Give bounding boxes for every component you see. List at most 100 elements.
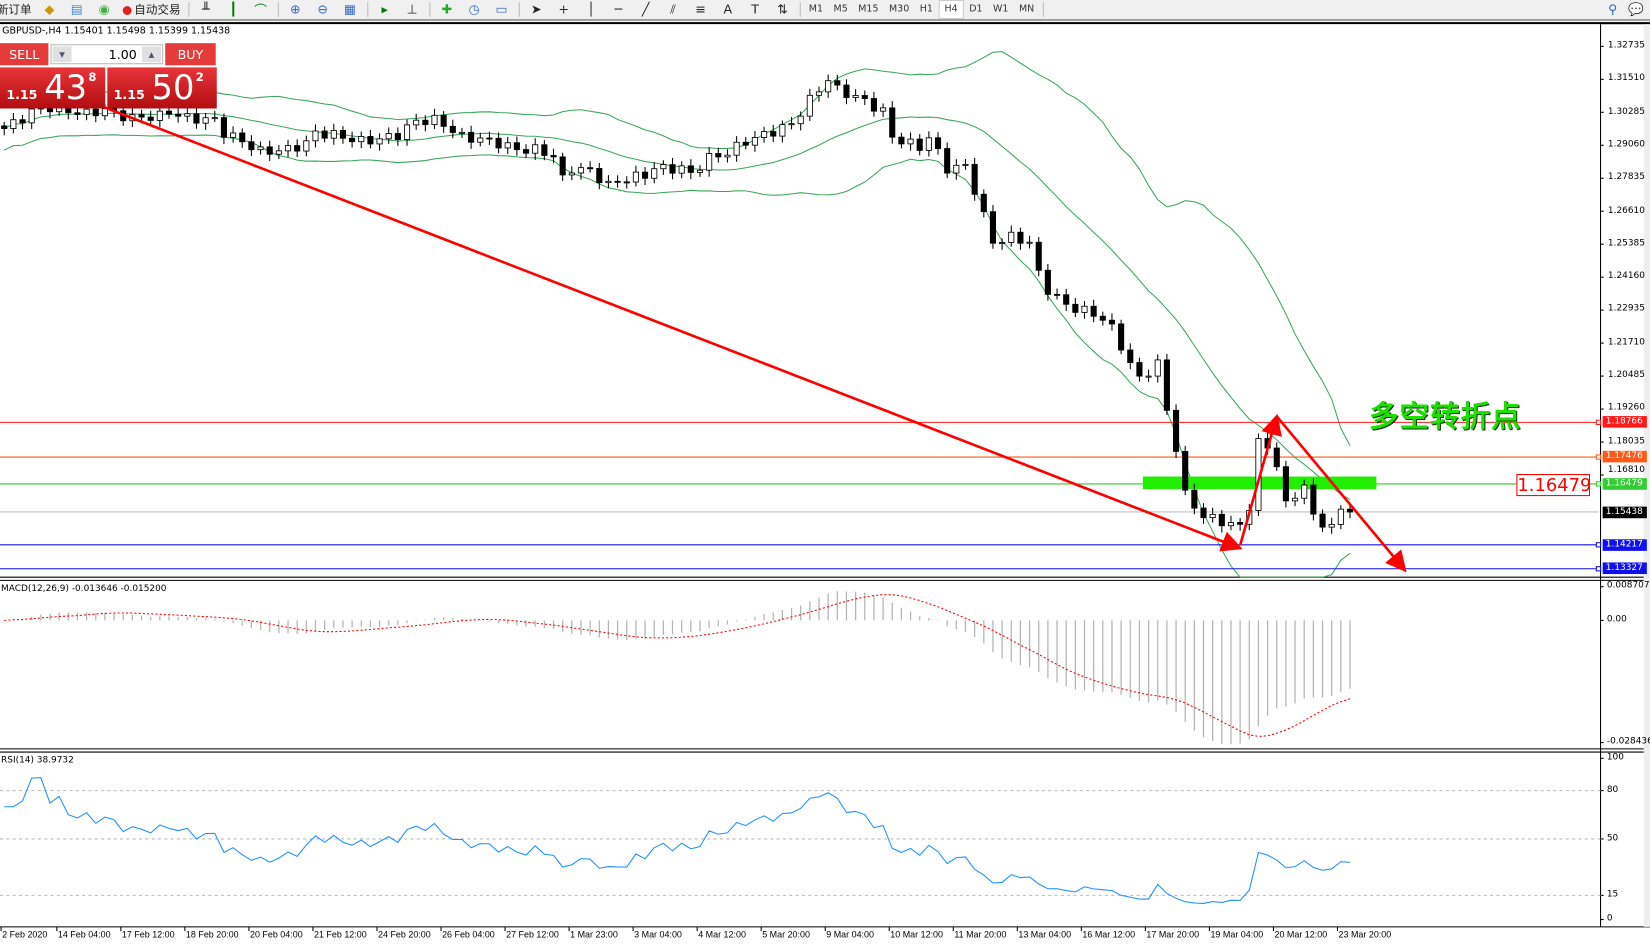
new-order-button[interactable]: 新订单 bbox=[0, 3, 32, 17]
candle-body bbox=[1127, 349, 1134, 363]
lot-value[interactable]: 1.00 bbox=[108, 47, 137, 63]
timeframe-mn[interactable]: MN bbox=[1018, 4, 1035, 15]
candle-body bbox=[788, 123, 795, 126]
candle-body bbox=[541, 144, 548, 156]
fibonacci-icon[interactable]: ≡ bbox=[695, 2, 706, 17]
timeframe-h1[interactable]: H1 bbox=[919, 4, 933, 15]
zoom-out-icon[interactable]: ⊖ bbox=[317, 2, 328, 17]
tile-windows-icon[interactable]: ▦ bbox=[344, 2, 356, 17]
sell-button[interactable]: SELL bbox=[0, 43, 49, 66]
timeframe-m5[interactable]: M5 bbox=[833, 4, 848, 15]
candle-body bbox=[339, 129, 346, 139]
line-chart-icon[interactable]: ⌒ bbox=[254, 2, 267, 18]
bar-chart-icon[interactable]: ╨ bbox=[202, 2, 210, 17]
price-tag: 1.17476 bbox=[1602, 451, 1647, 463]
periods-icon[interactable]: ◷ bbox=[468, 2, 480, 17]
candle-body bbox=[165, 110, 173, 115]
candle-body bbox=[230, 132, 237, 138]
search-icon[interactable]: ⚲ bbox=[1608, 2, 1618, 17]
candle-body bbox=[861, 95, 868, 99]
price-axis-label: 1.21710 bbox=[1607, 336, 1645, 348]
candle-body bbox=[989, 211, 997, 244]
lot-decrease-button[interactable]: ▼ bbox=[52, 46, 72, 63]
time-axis-label: 13 Mar 04:00 bbox=[1018, 929, 1072, 940]
trendline-icon[interactable]: ╱ bbox=[641, 2, 650, 17]
candle-body bbox=[92, 108, 99, 117]
horizontal-line-icon[interactable]: ─ bbox=[614, 2, 623, 17]
turning-point-annotation[interactable]: 多空转折点 bbox=[1369, 399, 1522, 434]
zoom-in-icon[interactable]: ⊕ bbox=[289, 2, 301, 17]
indicators-icon[interactable]: ✚ bbox=[441, 2, 453, 17]
autotrade-button[interactable]: ● 自动交易 bbox=[118, 0, 185, 19]
price-axis-label: 1.24160 bbox=[1607, 270, 1645, 282]
price-tag: 1.16479 bbox=[1602, 478, 1647, 490]
trend-arrow bbox=[1275, 415, 1407, 573]
bollinger-lower bbox=[3, 134, 1351, 578]
equidistant-channel-icon[interactable]: ⫽ bbox=[670, 1, 676, 17]
chart-shift-icon[interactable]: ⊥ bbox=[406, 2, 418, 17]
candle-body bbox=[349, 137, 356, 143]
rsi-line bbox=[4, 777, 1351, 904]
candlestick-icon[interactable]: ┃ bbox=[229, 2, 237, 17]
rsi-axis-label: 100 bbox=[1606, 752, 1624, 763]
text-label-icon[interactable]: T bbox=[751, 2, 760, 17]
sell-price[interactable]: 1.15 43 8 bbox=[0, 67, 106, 109]
signals-icon[interactable]: ◉ bbox=[98, 2, 110, 17]
timeframe-m30[interactable]: M30 bbox=[889, 4, 910, 15]
candle-body bbox=[184, 113, 191, 117]
candle-body bbox=[1044, 269, 1051, 295]
macd-axis-label: 0.008707 bbox=[1606, 580, 1650, 591]
candle-body bbox=[953, 164, 960, 174]
candle-body bbox=[1273, 447, 1280, 468]
candle-body bbox=[1227, 522, 1235, 527]
price-label-object[interactable]: 1.16479 bbox=[1516, 473, 1592, 497]
timeframe-h4[interactable]: H4 bbox=[938, 0, 964, 19]
expert-icon[interactable]: ◆ bbox=[44, 2, 55, 17]
candle-body bbox=[834, 80, 841, 86]
main-chart-area bbox=[0, 24, 1601, 578]
candle-body bbox=[925, 137, 932, 151]
candle-body bbox=[1310, 484, 1317, 515]
templates-icon[interactable]: ▭ bbox=[495, 2, 508, 17]
time-axis-label: 18 Feb 20:00 bbox=[185, 929, 239, 940]
candle-body bbox=[742, 141, 749, 146]
timeframe-m1[interactable]: M1 bbox=[808, 4, 824, 15]
buy-price[interactable]: 1.15 50 2 bbox=[107, 67, 217, 109]
one-click-trading-panel: SELL ▼ 1.00 ▲ BUY 1.15 43 8 1.15 50 2 bbox=[0, 43, 217, 109]
community-icon[interactable]: 💬 bbox=[1627, 2, 1644, 17]
vertical-line-icon[interactable]: │ bbox=[587, 2, 595, 17]
lot-increase-button[interactable]: ▲ bbox=[142, 46, 162, 63]
cursor-icon[interactable]: ➤ bbox=[530, 2, 542, 17]
line-anchor bbox=[1595, 566, 1602, 572]
candle-body bbox=[1063, 294, 1070, 305]
bollinger-upper bbox=[3, 51, 1351, 446]
crosshair-icon[interactable]: + bbox=[558, 2, 569, 17]
candle-body bbox=[239, 132, 246, 143]
price-axis-label: 1.16810 bbox=[1607, 464, 1645, 476]
candle-body bbox=[413, 119, 420, 126]
lot-size-input[interactable]: ▼ 1.00 ▲ bbox=[50, 44, 164, 65]
timeframe-d1[interactable]: D1 bbox=[969, 4, 983, 15]
rsi-axis-label: 15 bbox=[1606, 889, 1619, 900]
candle-body bbox=[898, 136, 905, 145]
arrows-icon[interactable]: ⇅ bbox=[777, 2, 788, 17]
candle-body bbox=[1282, 466, 1289, 502]
candle-body bbox=[1090, 305, 1097, 317]
candle-body bbox=[1301, 484, 1308, 499]
candle-body bbox=[522, 149, 530, 154]
navigator-icon[interactable]: ▤ bbox=[70, 2, 83, 17]
candle-body bbox=[28, 108, 35, 124]
timeframe-w1[interactable]: W1 bbox=[993, 4, 1009, 15]
price-axis-label: 1.20485 bbox=[1607, 369, 1645, 381]
candle-body bbox=[852, 95, 859, 98]
buy-button[interactable]: BUY bbox=[165, 43, 216, 66]
text-icon[interactable]: A bbox=[723, 2, 733, 17]
candle-body bbox=[678, 165, 685, 174]
candle-body bbox=[596, 168, 603, 184]
candle-body bbox=[10, 119, 17, 130]
candle-body bbox=[623, 181, 630, 184]
auto-scroll-icon[interactable]: ▸ bbox=[381, 2, 388, 17]
candle-body bbox=[1182, 450, 1189, 491]
timeframe-m15[interactable]: M15 bbox=[858, 4, 879, 15]
